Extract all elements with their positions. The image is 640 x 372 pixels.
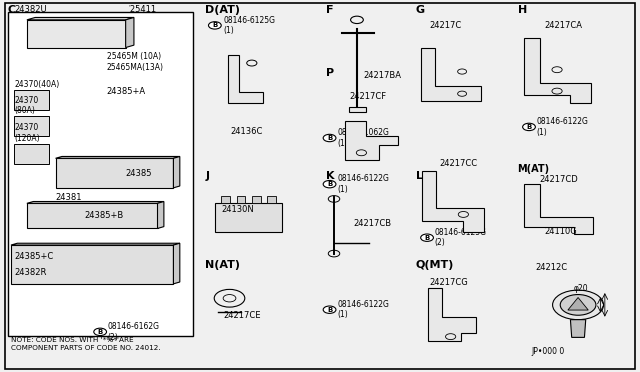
Text: 24370(40A): 24370(40A) [14,80,60,89]
Polygon shape [570,320,586,337]
Bar [215,203,282,232]
Text: D(AT): D(AT) [205,5,240,15]
Bar [8,13,193,336]
Text: 24217CG: 24217CG [429,278,468,287]
Text: M(AT): M(AT) [518,164,550,174]
Text: 08146-6162G
(2): 08146-6162G (2) [108,322,160,341]
Bar [252,196,260,203]
Circle shape [552,290,604,320]
Polygon shape [56,157,180,158]
Text: 24217CF: 24217CF [349,92,387,101]
Text: 24382R: 24382R [14,268,47,277]
Text: B: B [327,307,332,313]
Text: 24217CA: 24217CA [544,21,582,30]
Text: 24381: 24381 [56,193,82,202]
Text: 24370
(80A): 24370 (80A) [14,96,38,115]
Bar [237,196,246,203]
Text: N(AT): N(AT) [205,260,240,270]
Text: H: H [518,5,527,15]
Text: φ20: φ20 [573,284,588,293]
Polygon shape [228,55,262,103]
Text: 24385+B: 24385+B [84,211,124,220]
Bar [14,90,49,110]
Polygon shape [524,38,591,103]
Bar [56,158,173,188]
Text: 24136C: 24136C [231,127,263,136]
Circle shape [94,328,106,336]
Polygon shape [173,157,180,188]
Circle shape [323,306,336,313]
Text: 08911-1062G
(1): 08911-1062G (1) [337,128,389,148]
Text: B: B [212,22,218,28]
Bar [267,196,276,203]
Text: 24385+C: 24385+C [14,251,53,261]
Polygon shape [349,107,366,112]
Text: B: B [327,181,332,187]
Text: 25465MA(13A): 25465MA(13A) [106,63,164,72]
Polygon shape [11,243,180,245]
Text: 08146-6125G
(1): 08146-6125G (1) [223,16,275,35]
Text: F: F [326,5,334,15]
Text: JP•000 0: JP•000 0 [532,347,565,356]
Circle shape [209,22,221,29]
Text: G: G [415,5,425,15]
Polygon shape [27,17,134,20]
Text: B: B [327,135,332,141]
Text: 24217CB: 24217CB [353,219,391,228]
Text: 24217CE: 24217CE [223,311,260,320]
Text: C: C [8,5,16,15]
Polygon shape [27,202,164,203]
Polygon shape [420,48,481,101]
Bar [27,20,125,48]
Bar [221,196,230,203]
Circle shape [323,134,336,142]
Bar [11,245,173,284]
Text: 24385+A: 24385+A [106,87,146,96]
Polygon shape [524,184,593,234]
Text: 08146-6125G
(2): 08146-6125G (2) [435,228,486,247]
Text: B: B [97,329,103,335]
Circle shape [323,180,336,188]
Text: 08146-6122G
(1): 08146-6122G (1) [337,174,389,194]
Text: 24217BA: 24217BA [364,71,401,80]
Bar [27,203,157,228]
Text: K: K [326,171,335,181]
Polygon shape [422,171,484,232]
Text: 24370
(120A): 24370 (120A) [14,124,40,143]
Text: L: L [415,171,422,181]
Polygon shape [173,243,180,284]
Polygon shape [346,121,397,160]
Text: 24217C: 24217C [429,21,462,30]
Bar [14,144,49,164]
Bar [14,116,49,136]
Text: 24212C: 24212C [536,263,568,272]
Text: 08146-6122G
(1): 08146-6122G (1) [337,300,389,320]
Text: ′25411: ′25411 [129,5,157,14]
Text: φ17: φ17 [570,295,585,304]
Text: Q(MT): Q(MT) [415,260,454,270]
Text: B: B [424,235,429,241]
Text: 24217CC: 24217CC [440,158,478,168]
Polygon shape [428,288,476,341]
Text: 24110G: 24110G [544,227,577,235]
Polygon shape [125,17,134,48]
Text: 24217CD: 24217CD [540,175,579,184]
Circle shape [420,234,433,241]
Text: NOTE: CODE NOS. WITH '*%*'ARE
COMPONENT PARTS OF CODE NO. 24012.: NOTE: CODE NOS. WITH '*%*'ARE COMPONENT … [11,337,161,351]
Text: B: B [526,124,532,130]
Circle shape [523,123,536,131]
Text: 24130N: 24130N [222,205,255,215]
Text: 24385: 24385 [125,169,152,177]
Text: 24382U: 24382U [14,5,47,14]
Circle shape [560,295,596,315]
Text: J: J [205,171,209,181]
Text: 25465M (10A): 25465M (10A) [106,52,161,61]
Text: 08146-6122G
(1): 08146-6122G (1) [537,117,589,137]
Polygon shape [568,298,588,310]
Polygon shape [157,202,164,228]
Text: P: P [326,68,335,78]
